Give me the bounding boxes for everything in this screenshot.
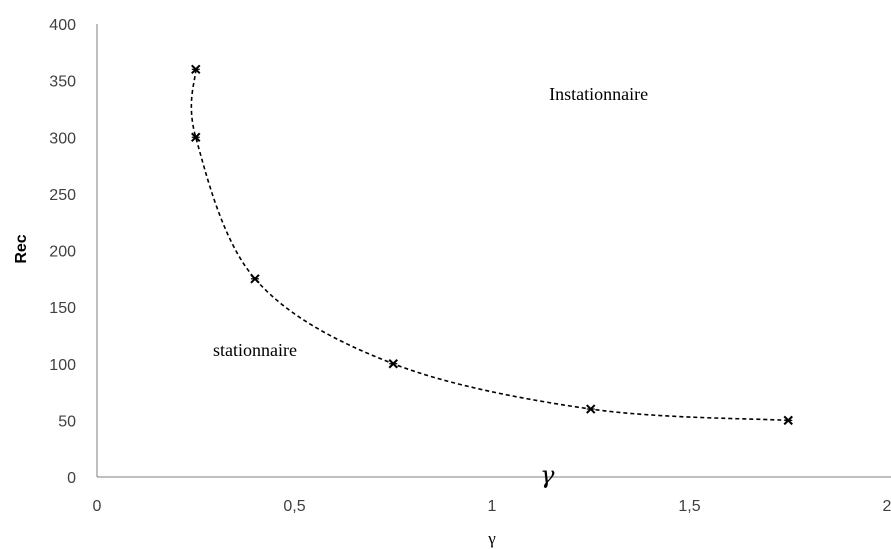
x-tick-label: 1,5 <box>678 498 700 515</box>
x-tick-label: 0 <box>93 498 102 515</box>
x-tick-label: 0,5 <box>283 498 305 515</box>
data-point-marker <box>586 404 596 414</box>
y-tick-label: 400 <box>49 17 76 34</box>
x-tick-label: 2 <box>883 498 891 515</box>
x-tick-labels: 0 0,5 1 1,5 2 <box>93 498 891 515</box>
y-axis-label: Rec <box>13 234 30 263</box>
x-axis-label: γ <box>487 529 496 548</box>
data-point-marker <box>388 359 398 369</box>
annotation-gamma: γ <box>540 461 555 489</box>
annotations: Instationnaire stationnaire γ <box>213 84 648 489</box>
y-tick-label: 150 <box>49 300 76 317</box>
y-tick-label: 200 <box>49 244 76 261</box>
y-tick-label: 250 <box>49 187 76 204</box>
data-point-marker <box>250 274 260 284</box>
y-tick-label: 350 <box>49 74 76 91</box>
data-points <box>191 64 793 426</box>
data-point-marker <box>783 415 793 426</box>
axes <box>96 24 891 478</box>
annotation-label: Instationnaire <box>549 84 648 104</box>
y-tick-labels: 0 50 100 150 200 250 300 350 400 <box>49 17 76 487</box>
x-tick-label: 1 <box>488 498 497 515</box>
series-curve <box>190 69 789 422</box>
data-point-marker <box>191 132 201 142</box>
y-tick-label: 100 <box>49 357 76 374</box>
y-tick-label: 300 <box>49 130 76 147</box>
annotation-label: stationnaire <box>213 340 297 360</box>
y-tick-label: 0 <box>67 470 76 487</box>
data-point-marker <box>191 64 201 75</box>
y-tick-label: 50 <box>58 413 76 430</box>
